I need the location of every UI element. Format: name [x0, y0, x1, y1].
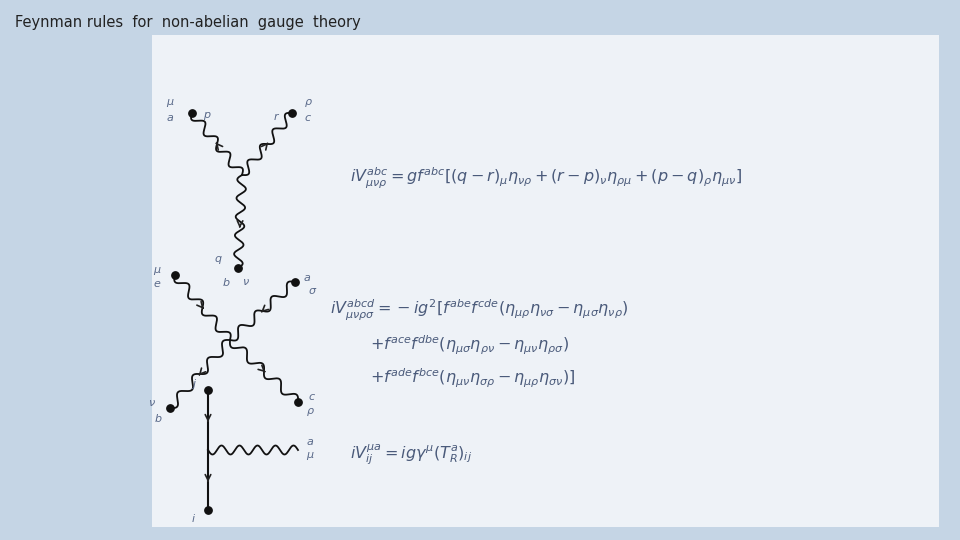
Text: $a$: $a$	[306, 437, 314, 447]
Text: $\mu$: $\mu$	[305, 450, 314, 462]
Text: $\rho$: $\rho$	[303, 97, 312, 109]
Text: $b$: $b$	[222, 276, 230, 288]
Text: $\mu$: $\mu$	[166, 97, 175, 109]
Point	[201, 505, 216, 514]
Bar	[152, 35, 939, 526]
Text: $\nu$: $\nu$	[148, 398, 156, 408]
Text: $r$: $r$	[274, 111, 280, 122]
Text: $c$: $c$	[308, 392, 316, 402]
Text: $j$: $j$	[191, 377, 197, 391]
Text: $\rho$: $\rho$	[305, 406, 315, 418]
Text: $q$: $q$	[214, 254, 223, 266]
Text: $a$: $a$	[166, 113, 174, 123]
Text: $\nu$: $\nu$	[242, 277, 250, 287]
Text: $b$: $b$	[154, 412, 162, 424]
Text: Feynman rules  for  non-abelian  gauge  theory: Feynman rules for non-abelian gauge theo…	[15, 15, 361, 30]
Point	[230, 264, 246, 272]
Point	[290, 397, 305, 406]
Text: $+f^{ade}f^{bce}(\eta_{\mu\nu}\eta_{\sigma\rho}-\eta_{\mu\rho}\eta_{\sigma\nu})]: $+f^{ade}f^{bce}(\eta_{\mu\nu}\eta_{\sig…	[370, 366, 575, 390]
Point	[284, 109, 300, 117]
Point	[287, 278, 302, 286]
Text: $iV^{\mu a}_{ij} = ig\gamma^{\mu}(T^{a}_{R})_{ij}$: $iV^{\mu a}_{ij} = ig\gamma^{\mu}(T^{a}_…	[350, 443, 472, 467]
Point	[167, 271, 182, 279]
Point	[162, 404, 178, 413]
Text: $e$: $e$	[153, 279, 161, 289]
Text: $c$: $c$	[304, 113, 312, 123]
Text: $a$: $a$	[303, 273, 311, 283]
Text: $iV^{abcd}_{\mu\nu\rho\sigma} = -ig^2[f^{abe}f^{cde}(\eta_{\mu\rho}\eta_{\nu\sig: $iV^{abcd}_{\mu\nu\rho\sigma} = -ig^2[f^…	[330, 298, 629, 322]
Point	[184, 109, 200, 117]
Text: $\mu$: $\mu$	[153, 265, 161, 277]
Text: $p$: $p$	[203, 110, 211, 122]
Text: $iV^{abc}_{\mu\nu\rho} = gf^{abc}[ (q-r)_{\mu}\eta_{\nu\rho}+(r-p)_{\nu}\eta_{\r: $iV^{abc}_{\mu\nu\rho} = gf^{abc}[ (q-r)…	[350, 165, 742, 191]
Text: $+f^{ace}f^{dbe}(\eta_{\mu\sigma}\eta_{\rho\nu}-\eta_{\mu\nu}\eta_{\rho\sigma})$: $+f^{ace}f^{dbe}(\eta_{\mu\sigma}\eta_{\…	[370, 333, 569, 356]
Point	[201, 386, 216, 394]
Text: $i$: $i$	[191, 512, 197, 524]
Text: $\sigma$: $\sigma$	[308, 286, 318, 296]
